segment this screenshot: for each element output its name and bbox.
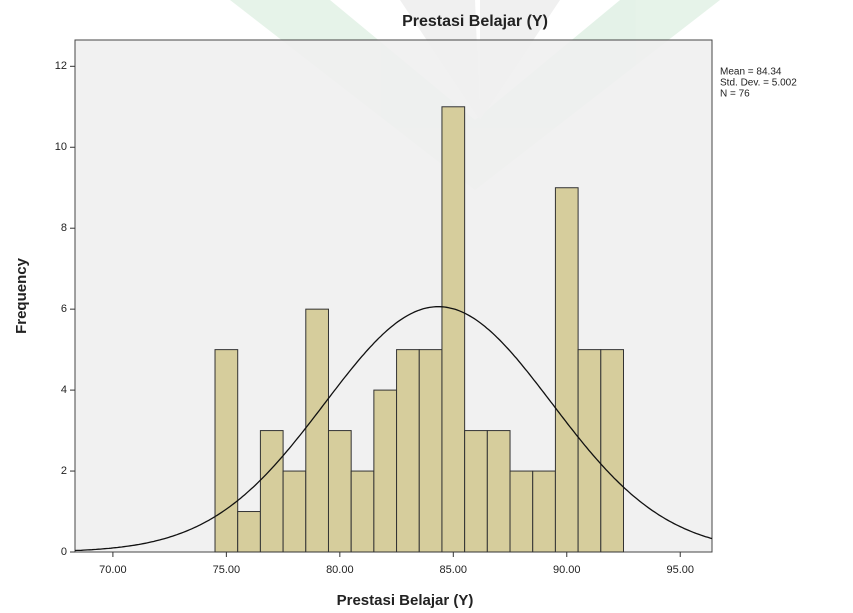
y-tick-label: 8 (61, 222, 67, 234)
y-axis-label: Frequency (13, 257, 30, 334)
chart-title: Prestasi Belajar (Y) (402, 13, 548, 30)
x-axis-label: Prestasi Belajar (Y) (337, 592, 474, 609)
bar (305, 308, 329, 553)
bar (396, 349, 420, 553)
x-tick-label: 80.00 (326, 564, 354, 576)
x-tick-label: 70.00 (99, 564, 127, 576)
bar (441, 106, 466, 553)
x-tick-label: 95.00 (666, 564, 694, 576)
x-tick-label: 75.00 (213, 564, 241, 576)
bar (509, 470, 534, 553)
bar (259, 430, 284, 553)
bar (600, 349, 624, 553)
bar (486, 430, 511, 553)
y-tick-label: 4 (61, 384, 67, 396)
bar (418, 349, 443, 553)
y-tick-label: 0 (61, 546, 67, 558)
stat-label: N = 76 (720, 89, 750, 100)
bar (373, 389, 398, 553)
bar (214, 349, 239, 553)
y-tick-label: 10 (55, 141, 67, 153)
stat-label: Mean = 84.34 (720, 67, 782, 78)
y-tick-label: 6 (61, 303, 67, 315)
normal-curve (74, 306, 713, 552)
y-tick-label: 12 (55, 60, 67, 72)
bar (237, 511, 261, 553)
bar (532, 470, 556, 553)
x-tick-label: 85.00 (440, 564, 468, 576)
bar (282, 470, 307, 553)
bar (350, 470, 375, 553)
y-tick-label: 2 (61, 465, 67, 477)
x-tick-label: 90.00 (553, 564, 581, 576)
stat-label: Std. Dev. = 5.002 (720, 78, 797, 89)
bar (464, 430, 488, 553)
bar (554, 187, 579, 553)
bar (327, 430, 352, 553)
